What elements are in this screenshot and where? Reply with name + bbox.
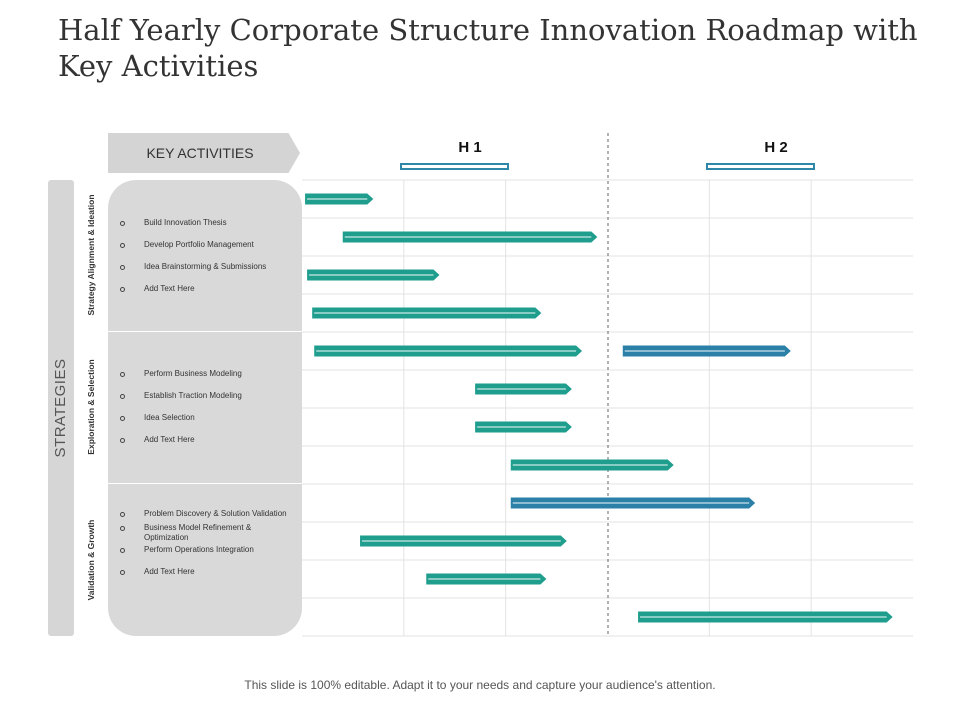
activities-panel bbox=[108, 180, 302, 636]
activity-item: Idea Selection bbox=[118, 413, 288, 423]
period-header-h1: H 1 bbox=[458, 139, 482, 156]
activity-text: Problem Discovery & Solution Validation bbox=[144, 509, 287, 518]
activity-item: Add Text Here bbox=[118, 435, 288, 445]
bullet-icon bbox=[120, 512, 125, 517]
group-divider bbox=[80, 331, 302, 332]
bullet-icon bbox=[120, 221, 125, 226]
activity-text: Build Innovation Thesis bbox=[144, 218, 227, 227]
activity-text: Add Text Here bbox=[144, 435, 195, 444]
gantt-bar bbox=[426, 573, 547, 585]
activity-list-strategy-alignment: Build Innovation Thesis Develop Portfoli… bbox=[118, 218, 288, 294]
activity-text: Add Text Here bbox=[144, 284, 195, 293]
activity-text: Idea Selection bbox=[144, 413, 195, 422]
slide-title: Half Yearly Corporate Structure Innovati… bbox=[58, 13, 918, 83]
gantt-bar bbox=[475, 383, 572, 395]
activity-item: Problem Discovery & Solution Validation bbox=[118, 509, 288, 519]
gantt-bar bbox=[360, 535, 567, 547]
activity-list-validation: Problem Discovery & Solution Validation … bbox=[118, 509, 288, 577]
key-activities-header: KEY ACTIVITIES bbox=[108, 133, 300, 173]
bullet-icon bbox=[120, 416, 125, 421]
bullet-icon bbox=[120, 372, 125, 377]
activity-text: Idea Brainstorming & Submissions bbox=[144, 262, 267, 271]
gantt-bar bbox=[510, 497, 756, 509]
bullet-icon bbox=[120, 287, 125, 292]
period-bracket-h2 bbox=[706, 163, 815, 170]
gantt-bar bbox=[622, 345, 791, 357]
activity-text: Add Text Here bbox=[144, 567, 195, 576]
gantt-bar bbox=[342, 231, 598, 243]
activity-item: Add Text Here bbox=[118, 567, 288, 577]
bullet-icon bbox=[120, 265, 125, 270]
bullet-icon bbox=[120, 394, 125, 399]
group-divider bbox=[80, 483, 302, 484]
footer-note: This slide is 100% editable. Adapt it to… bbox=[244, 678, 716, 692]
activity-item: Business Model Refinement & Optimization bbox=[118, 523, 288, 543]
activity-list-exploration: Perform Business Modeling Establish Trac… bbox=[118, 369, 288, 445]
gantt-bar bbox=[312, 307, 542, 319]
strategies-side-bar bbox=[48, 180, 74, 636]
activity-item: Add Text Here bbox=[118, 284, 288, 294]
activity-item: Develop Portfolio Management bbox=[118, 240, 288, 250]
bullet-icon bbox=[120, 438, 125, 443]
bullet-icon bbox=[120, 548, 125, 553]
key-activities-title: KEY ACTIVITIES bbox=[146, 145, 254, 161]
period-bracket-h1 bbox=[400, 163, 509, 170]
activity-text: Perform Operations Integration bbox=[144, 545, 254, 554]
grid-lines bbox=[302, 179, 913, 637]
gantt-bar bbox=[510, 459, 674, 471]
gantt-bar bbox=[307, 269, 440, 281]
activity-item: Idea Brainstorming & Submissions bbox=[118, 262, 288, 272]
activity-text: Develop Portfolio Management bbox=[144, 240, 254, 249]
activity-item: Establish Traction Modeling bbox=[118, 391, 288, 401]
activity-item: Build Innovation Thesis bbox=[118, 218, 288, 228]
activity-text: Business Model Refinement & Optimization bbox=[144, 523, 252, 542]
gantt-bar bbox=[305, 193, 374, 205]
gantt-bar bbox=[638, 611, 893, 623]
gantt-bar bbox=[475, 421, 572, 433]
bars-layer bbox=[305, 193, 893, 623]
activity-item: Perform Operations Integration bbox=[118, 545, 288, 555]
period-header-h2: H 2 bbox=[764, 139, 788, 156]
gantt-bar bbox=[314, 345, 583, 357]
bullet-icon bbox=[120, 526, 125, 531]
bullet-icon bbox=[120, 243, 125, 248]
activity-item: Perform Business Modeling bbox=[118, 369, 288, 379]
bullet-icon bbox=[120, 570, 125, 575]
activity-text: Perform Business Modeling bbox=[144, 369, 242, 378]
activity-text: Establish Traction Modeling bbox=[144, 391, 242, 400]
